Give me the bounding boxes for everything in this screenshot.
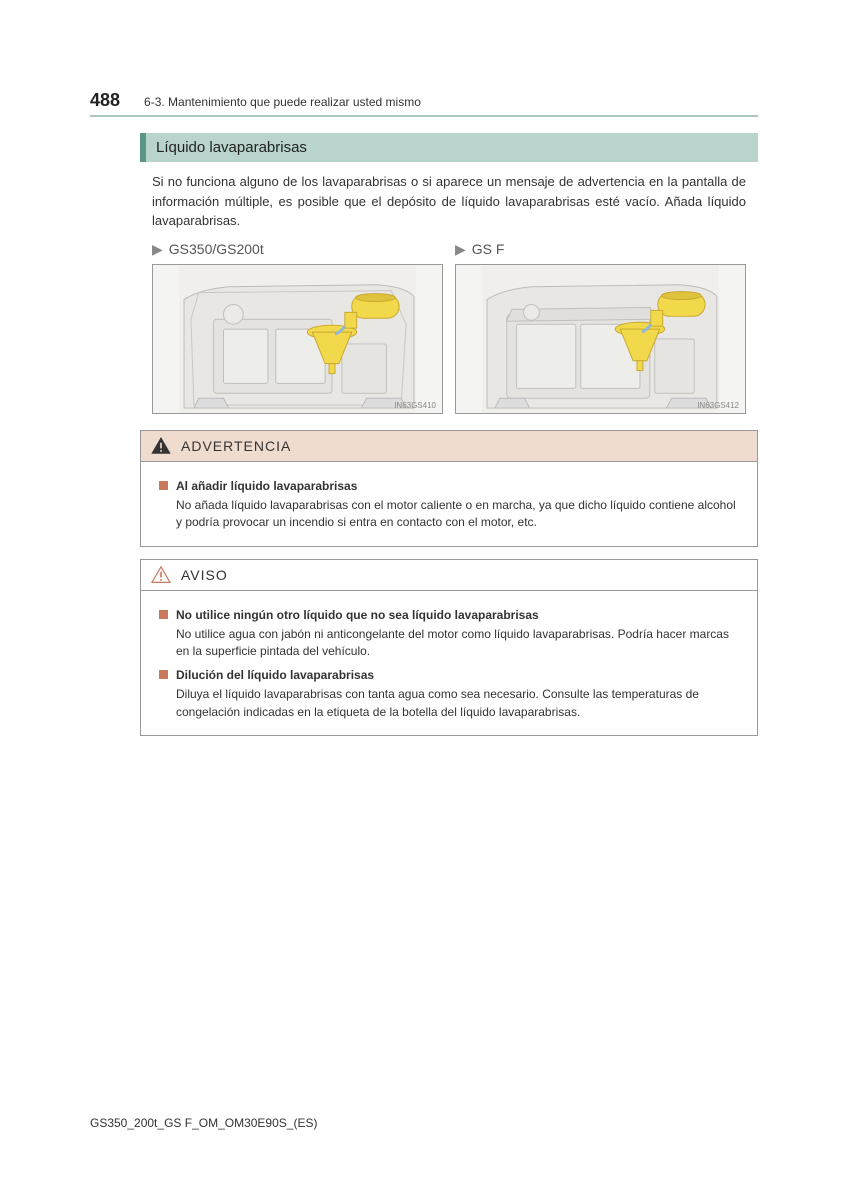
notice-item1-head: No utilice ningún otro líquido que no se… — [159, 607, 739, 624]
notice-title: AVISO — [181, 567, 228, 583]
warning-header: ADVERTENCIA — [141, 431, 757, 462]
page-header: 488 6-3. Mantenimiento que puede realiza… — [90, 90, 758, 117]
notice-item2-head: Dilución del líquido lavaparabrisas — [159, 667, 739, 684]
notice-item1-text: No utilice agua con jabón ni anticongela… — [159, 626, 739, 661]
engine-svg-left — [153, 265, 442, 413]
notice-item2-title: Dilución del líquido lavaparabrisas — [176, 667, 374, 684]
section-label: 6-3. Mantenimiento que puede realizar us… — [144, 95, 421, 109]
notice-body: No utilice ningún otro líquido que no se… — [141, 591, 757, 735]
engine-illustration-left: IN63GS410 — [152, 264, 443, 414]
content-area: Líquido lavaparabrisas Si no funciona al… — [90, 133, 758, 736]
model-label-right: ▶GS F — [455, 241, 746, 258]
model-label-left: ▶GS350/GS200t — [152, 241, 443, 258]
image-code-right: IN63GS412 — [697, 401, 739, 410]
models-row: ▶GS350/GS200t — [140, 241, 758, 414]
square-bullet-icon — [159, 481, 168, 490]
engine-svg-right — [456, 265, 745, 413]
notice-header: AVISO — [141, 560, 757, 591]
square-bullet-icon — [159, 610, 168, 619]
warning-item-title: Al añadir líquido lavaparabrisas — [176, 478, 357, 495]
warning-body: Al añadir líquido lavaparabrisas No añad… — [141, 462, 757, 546]
notice-triangle-icon — [151, 566, 171, 584]
document-code-footer: GS350_200t_GS F_OM_OM30E90S_(ES) — [90, 1116, 317, 1130]
warning-title: ADVERTENCIA — [181, 438, 291, 454]
triangle-right-icon: ▶ — [152, 241, 163, 257]
square-bullet-icon — [159, 670, 168, 679]
model-right: ▶GS F — [455, 241, 746, 414]
notice-item2-text: Diluya el líquido lavaparabrisas con tan… — [159, 686, 739, 721]
triangle-right-icon: ▶ — [455, 241, 466, 257]
notice-box: AVISO No utilice ningún otro líquido que… — [140, 559, 758, 736]
manual-page: 488 6-3. Mantenimiento que puede realiza… — [0, 0, 848, 736]
warning-triangle-icon — [151, 437, 171, 455]
engine-illustration-right: IN63GS412 — [455, 264, 746, 414]
warning-item-text: No añada líquido lavaparabrisas con el m… — [159, 497, 739, 532]
image-code-left: IN63GS410 — [394, 401, 436, 410]
section-title: Líquido lavaparabrisas — [156, 139, 748, 156]
warning-box: ADVERTENCIA Al añadir líquido lavaparabr… — [140, 430, 758, 547]
warning-item-head: Al añadir líquido lavaparabrisas — [159, 478, 739, 495]
section-title-bar: Líquido lavaparabrisas — [140, 133, 758, 162]
model-left: ▶GS350/GS200t — [152, 241, 443, 414]
intro-paragraph: Si no funciona alguno de los lavaparabri… — [140, 172, 758, 231]
page-number: 488 — [90, 90, 120, 111]
notice-item1-title: No utilice ningún otro líquido que no se… — [176, 607, 539, 624]
